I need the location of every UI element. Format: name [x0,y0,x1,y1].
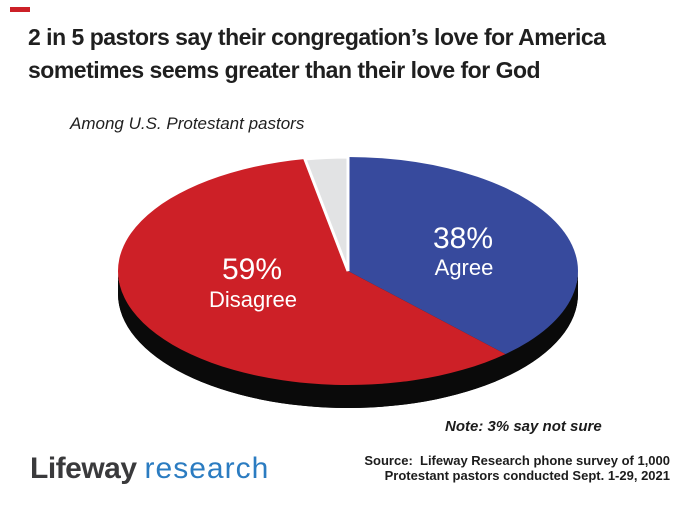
accent-dash [10,7,30,12]
pie-slice-agree [348,157,578,355]
source-line-1: Source: Lifeway Research phone survey of… [364,453,670,468]
page-title: 2 in 5 pastors say their congregation’s … [28,21,606,87]
pie-slice-disagree [117,159,506,386]
logo-word-lifeway: Lifeway [30,452,137,485]
pie-label-disagree-pct: 59% [221,253,283,286]
pie-label-agree-pct: 38% [432,222,494,255]
chart-subtitle: Among U.S. Protestant pastors [70,114,305,133]
source-attribution: Source: Lifeway Research phone survey of… [364,453,670,483]
source-line-2: Protestant pastors conducted Sept. 1-29,… [384,468,670,483]
title-line-2: sometimes seems greater than their love … [28,57,541,83]
pie-slices [117,155,578,386]
chart-note: Note: 3% say not sure [445,418,602,435]
logo-word-research: research [144,452,270,485]
title-line-1: 2 in 5 pastors say their congregation’s … [28,24,606,50]
lifeway-research-logo: Lifeway research [30,452,269,486]
pie-label-agree-word: Agree [434,255,494,280]
pie-label-disagree-word: Disagree [208,287,298,312]
pie-slice-not-sure [302,155,350,272]
